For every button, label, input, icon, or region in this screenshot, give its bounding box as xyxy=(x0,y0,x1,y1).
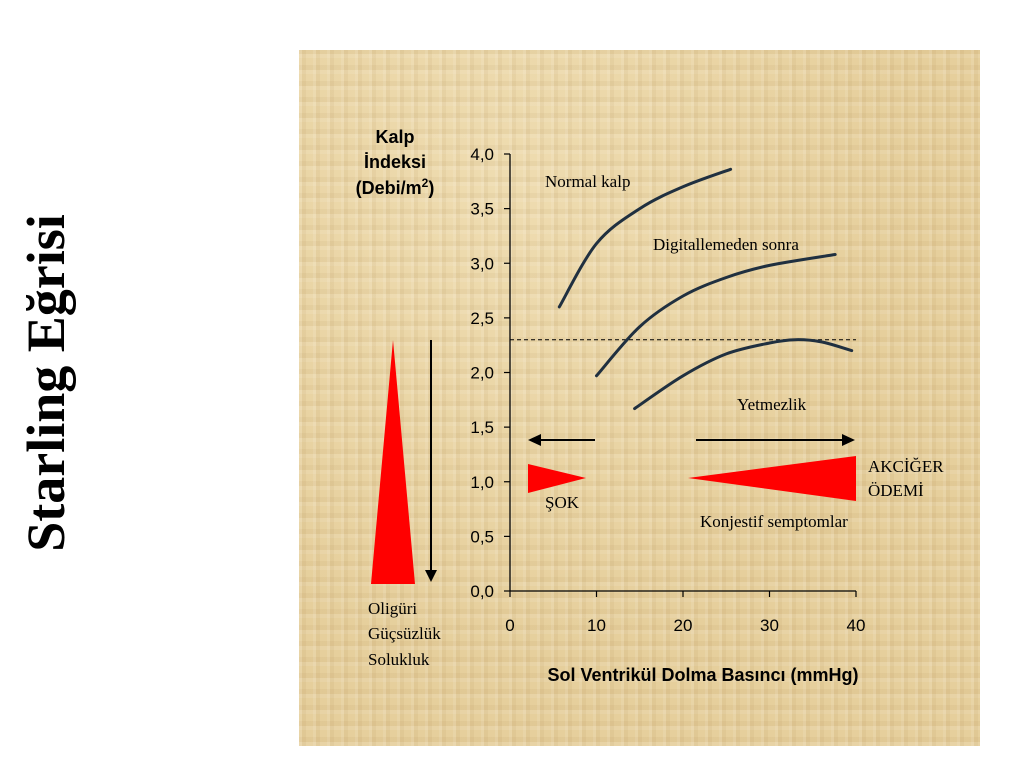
left-arrow-head xyxy=(528,434,541,446)
y-tick-label: 4,0 xyxy=(470,145,494,164)
y-axis-label-line1: Kalp xyxy=(375,127,414,147)
y-tick-label: 1,5 xyxy=(470,418,494,437)
y-tick-label: 0,5 xyxy=(470,527,494,546)
shock-label: ŞOK xyxy=(545,493,580,512)
failure-label: Yetmezlik xyxy=(737,395,807,414)
failure-curve xyxy=(633,338,854,411)
y-axis-label-line2: İndeksi xyxy=(364,152,426,172)
slide-title: Starling Eğrisi xyxy=(16,214,76,552)
symptom-label-weakness: Güçsüzlük xyxy=(368,624,441,643)
x-tick-label: 10 xyxy=(587,616,606,635)
x-tick-label: 40 xyxy=(847,616,866,635)
y-tick-label: 2,5 xyxy=(470,309,494,328)
x-tick-label: 0 xyxy=(505,616,514,635)
curves xyxy=(557,167,854,411)
y-tick-label: 0,0 xyxy=(470,582,494,601)
normal-heart-curve xyxy=(557,167,733,309)
axes xyxy=(504,153,857,597)
edema-wedge xyxy=(688,456,856,501)
chart-panel: Kalp İndeksi (Debi/m2) Sol Ventrikül Dol… xyxy=(299,50,980,746)
normal-heart-label: Normal kalp xyxy=(545,172,630,191)
x-axis-label: Sol Ventrikül Dolma Basıncı (mmHg) xyxy=(547,665,858,685)
digital-label: Digitallemeden sonra xyxy=(653,235,799,254)
y-tick-label: 2,0 xyxy=(470,364,494,383)
congestive-label: Konjestif semptomlar xyxy=(700,512,848,531)
right-arrow-head xyxy=(842,434,855,446)
y-tick-label: 3,0 xyxy=(470,254,494,273)
x-tick-label: 20 xyxy=(674,616,693,635)
symptom-label-pallor: Solukluk xyxy=(368,650,430,669)
tick-labels: 0,0 0,5 1,0 1,5 2,0 2,5 3,0 3,5 4,0 0 10 20 30 40 xyxy=(470,145,865,635)
y-tick-label: 3,5 xyxy=(470,200,494,219)
y-tick-label: 1,0 xyxy=(470,473,494,492)
x-tick-label: 30 xyxy=(760,616,779,635)
shock-wedge xyxy=(528,464,586,493)
down-arrow-head xyxy=(425,570,437,582)
edema-label-line2: ÖDEMİ xyxy=(868,481,924,500)
symptom-label-oliguria: Oligüri xyxy=(368,599,417,618)
symptom-wedge xyxy=(371,340,415,584)
y-axis-label-superscript: 2 xyxy=(422,176,429,190)
y-axis-label-line3: (Debi/m2) xyxy=(356,176,435,198)
starling-chart: Kalp İndeksi (Debi/m2) Sol Ventrikül Dol… xyxy=(356,127,945,685)
edema-label-line1: AKCİĞER xyxy=(868,457,944,476)
digital-curve xyxy=(595,253,837,378)
